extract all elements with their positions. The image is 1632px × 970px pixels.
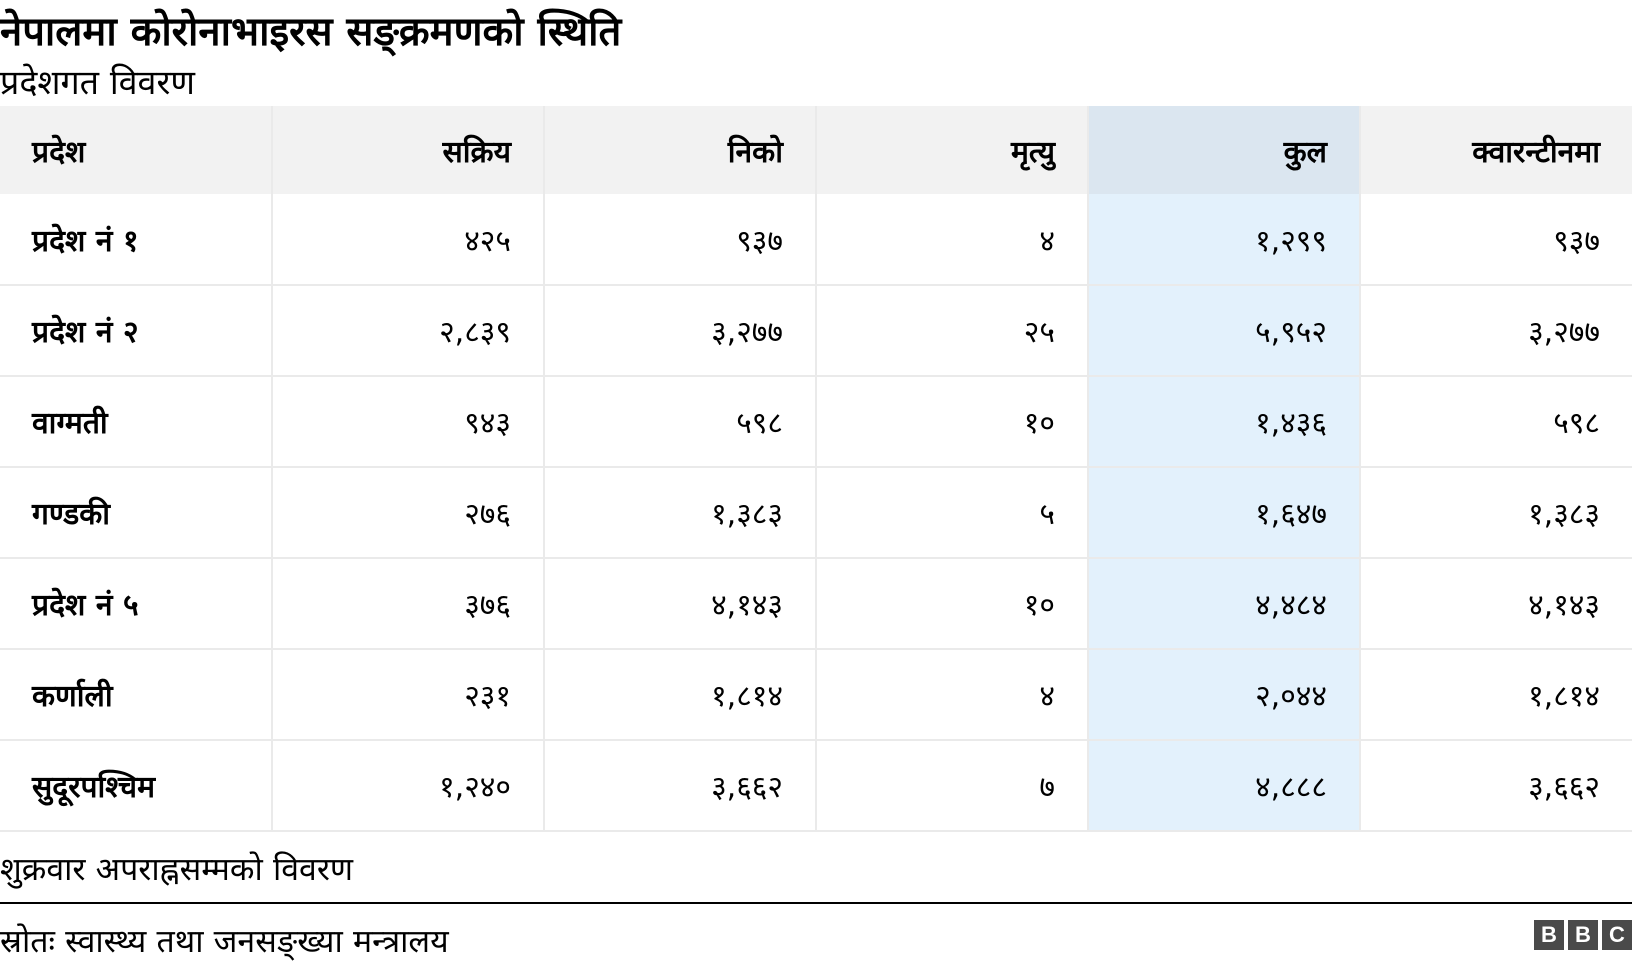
table-row: सुदूरपश्चिम १,२४० ३,६६२ ७ ४,८८८ ३,६६२: [0, 740, 1632, 832]
column-header-recovered: निको: [544, 106, 817, 194]
deaths-cell: ४: [816, 194, 1089, 286]
table-row: कर्णाली २३१ १,८१४ ४ २,०४४ १,८१४: [0, 649, 1632, 741]
table-body: प्रदेश नं १ ४२५ ९३७ ४ १,२९९ ९३७ प्रदेश नं २ २,८…: [0, 194, 1632, 832]
bbc-logo-letter: B: [1534, 920, 1564, 950]
quarantine-cell: १,३८३: [1360, 467, 1632, 559]
total-cell: १,४३६: [1088, 376, 1361, 468]
deaths-cell: ७: [816, 740, 1089, 832]
recovered-cell: ४,१४३: [544, 558, 817, 650]
column-header-quarantine: क्वारन्टीनमा: [1360, 106, 1632, 194]
province-cell: वाग्मती: [0, 376, 273, 468]
quarantine-cell: ३,२७७: [1360, 285, 1632, 377]
table-header-row: प्रदेश सक्रिय निको मृत्यु कुल क्वारन्टीन…: [0, 106, 1632, 194]
deaths-cell: १०: [816, 376, 1089, 468]
deaths-cell: ५: [816, 467, 1089, 559]
table-row: प्रदेश नं २ २,८३९ ३,२७७ २५ ५,९५२ ३,२७७: [0, 285, 1632, 377]
deaths-cell: १०: [816, 558, 1089, 650]
quarantine-cell: १,८१४: [1360, 649, 1632, 741]
quarantine-cell: ९३७: [1360, 194, 1632, 286]
recovered-cell: ९३७: [544, 194, 817, 286]
active-cell: ३७६: [272, 558, 545, 650]
province-cell: प्रदेश नं १: [0, 194, 273, 286]
active-cell: ९४३: [272, 376, 545, 468]
table-row: वाग्मती ९४३ ५९८ १० १,४३६ ५९८: [0, 376, 1632, 468]
deaths-cell: २५: [816, 285, 1089, 377]
total-cell: १,२९९: [1088, 194, 1361, 286]
data-table: प्रदेश सक्रिय निको मृत्यु कुल क्वारन्टीन…: [0, 106, 1632, 832]
deaths-cell: ४: [816, 649, 1089, 741]
bbc-logo: B B C: [1534, 920, 1632, 950]
total-cell: ५,९५२: [1088, 285, 1361, 377]
column-header-active: सक्रिय: [272, 106, 545, 194]
active-cell: २३१: [272, 649, 545, 741]
active-cell: २,८३९: [272, 285, 545, 377]
column-header-province: प्रदेश: [0, 106, 273, 194]
footer-divider: [0, 902, 1632, 904]
province-cell: सुदूरपश्चिम: [0, 740, 273, 832]
source-note: स्रोतः स्वास्थ्य तथा जनसङ्ख्या मन्त्रालय: [0, 922, 449, 960]
column-header-deaths: मृत्यु: [816, 106, 1089, 194]
recovered-cell: ३,२७७: [544, 285, 817, 377]
quarantine-cell: ४,१४३: [1360, 558, 1632, 650]
province-cell: प्रदेश नं २: [0, 285, 273, 377]
recovered-cell: ३,६६२: [544, 740, 817, 832]
bbc-logo-letter: B: [1568, 920, 1598, 950]
table-note: शुक्रवार अपराह्नसम्मको विवरण: [0, 850, 354, 888]
total-cell: ४,४८४: [1088, 558, 1361, 650]
active-cell: १,२४०: [272, 740, 545, 832]
quarantine-cell: ३,६६२: [1360, 740, 1632, 832]
province-cell: गण्डकी: [0, 467, 273, 559]
column-header-total: कुल: [1088, 106, 1361, 194]
bbc-logo-letter: C: [1602, 920, 1632, 950]
table-row: गण्डकी २७६ १,३८३ ५ १,६४७ १,३८३: [0, 467, 1632, 559]
total-cell: २,०४४: [1088, 649, 1361, 741]
active-cell: २७६: [272, 467, 545, 559]
chart-title: नेपालमा कोरोनाभाइरस सङ्क्रमणको स्थिति: [0, 9, 622, 55]
table-row: प्रदेश नं ५ ३७६ ४,१४३ १० ४,४८४ ४,१४३: [0, 558, 1632, 650]
active-cell: ४२५: [272, 194, 545, 286]
table-row: प्रदेश नं १ ४२५ ९३७ ४ १,२९९ ९३७: [0, 194, 1632, 286]
quarantine-cell: ५९८: [1360, 376, 1632, 468]
recovered-cell: १,८१४: [544, 649, 817, 741]
total-cell: १,६४७: [1088, 467, 1361, 559]
total-cell: ४,८८८: [1088, 740, 1361, 832]
province-cell: प्रदेश नं ५: [0, 558, 273, 650]
chart-subtitle: प्रदेशगत विवरण: [0, 63, 195, 103]
province-cell: कर्णाली: [0, 649, 273, 741]
recovered-cell: ५९८: [544, 376, 817, 468]
recovered-cell: १,३८३: [544, 467, 817, 559]
